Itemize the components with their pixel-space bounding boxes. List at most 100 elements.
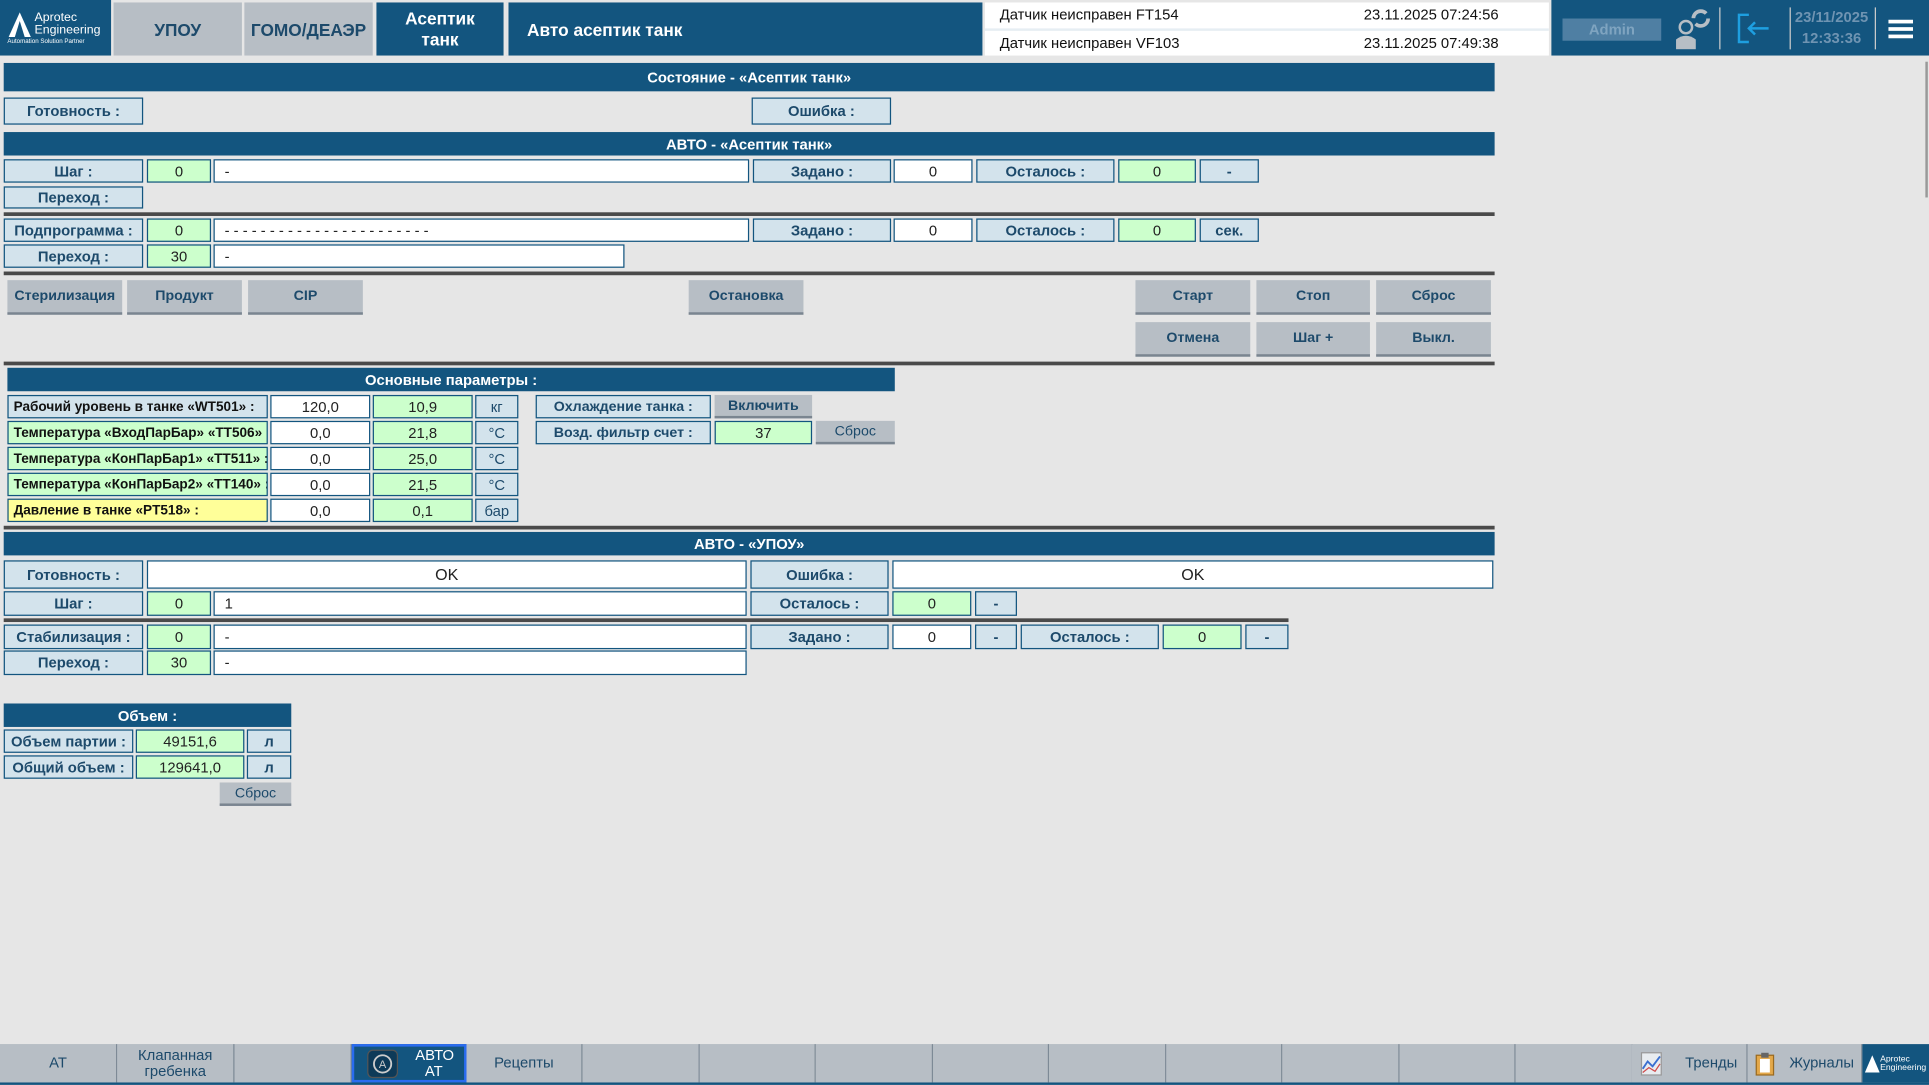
- param-actual: 10,9: [372, 394, 473, 419]
- divider: [3, 212, 1495, 216]
- nav-trends[interactable]: Тренды: [1631, 1044, 1748, 1083]
- total-volume-unit: л: [246, 755, 292, 779]
- nav-empty[interactable]: [582, 1044, 700, 1083]
- page-title: Авто асептик танк: [506, 2, 983, 56]
- trends-icon: [1641, 1051, 1663, 1075]
- step-plus-button[interactable]: Шаг +: [1256, 322, 1370, 357]
- upou-section-header: АВТО - «УПОУ»: [3, 531, 1495, 556]
- param-setpoint[interactable]: 0,0: [270, 446, 371, 471]
- nav-recipes[interactable]: Рецепты: [466, 1044, 583, 1083]
- alarm-panel[interactable]: Датчик неисправен FT154 23.11.2025 07:24:…: [984, 2, 1549, 56]
- remaining-unit: -: [1199, 159, 1259, 183]
- upou-error-label: Ошибка :: [750, 560, 889, 589]
- tab-upou[interactable]: УПОУ: [113, 2, 242, 56]
- datetime-display: 23/11/2025 12:33:36: [1792, 6, 1871, 50]
- volume-reset-button[interactable]: Сброс: [219, 782, 292, 806]
- alarm-time: 23.11.2025 07:49:38: [1363, 34, 1499, 52]
- scrollbar[interactable]: [1925, 61, 1928, 198]
- param-label: Рабочий уровень в танке «WT501» :: [7, 394, 268, 419]
- user-switch-icon[interactable]: [1670, 7, 1712, 50]
- sub-remaining-label: Осталось :: [976, 218, 1115, 242]
- reset-button[interactable]: Сброс: [1376, 280, 1491, 315]
- user-button[interactable]: Admin: [1562, 18, 1662, 41]
- nav-valve-manifold[interactable]: Клапанная гребенка: [117, 1044, 235, 1083]
- cancel-button[interactable]: Отмена: [1135, 322, 1251, 357]
- company-logo: Aprotec Engineering Automation Solution P…: [0, 0, 112, 56]
- cip-button[interactable]: CIP: [248, 280, 363, 315]
- total-volume-value: 129641,0: [135, 755, 245, 779]
- state-section-header: Состояние - «Асептик танк»: [3, 62, 1495, 92]
- stab-remaining-unit: -: [1245, 624, 1289, 650]
- auto-section-header: АВТО - «Асептик танк»: [3, 132, 1495, 156]
- nav-auto-at[interactable]: A АВТО АТ: [351, 1044, 467, 1083]
- nav-empty[interactable]: [932, 1044, 1050, 1083]
- nav-empty[interactable]: [699, 1044, 816, 1083]
- param-setpoint[interactable]: 0,0: [270, 472, 371, 497]
- logout-icon[interactable]: [1734, 12, 1773, 44]
- stabilization-description: -: [213, 624, 747, 650]
- logo-text: Aprotec: [1880, 1054, 1910, 1064]
- tab-gomo-deaer[interactable]: ГОМО/ДЕАЭР: [244, 2, 373, 56]
- alarm-row[interactable]: Датчик неисправен FT154 23.11.2025 07:24:…: [984, 2, 1549, 31]
- volume-section-header: Объем :: [3, 703, 292, 727]
- param-unit: кг: [475, 394, 519, 419]
- sub-transition-description: -: [213, 244, 625, 268]
- batch-volume-label: Объем партии :: [3, 729, 134, 753]
- nav-empty[interactable]: [1165, 1044, 1283, 1083]
- upou-error-value: OK: [892, 560, 1494, 589]
- stab-set-value: 0: [892, 624, 972, 650]
- menu-icon[interactable]: [1883, 15, 1918, 42]
- bottom-logo: Aprotec Engineering: [1862, 1044, 1929, 1083]
- nav-empty[interactable]: [1398, 1044, 1516, 1083]
- remaining-value: 0: [1118, 159, 1196, 183]
- ready-label: Готовность :: [3, 97, 144, 125]
- start-button[interactable]: Старт: [1135, 280, 1251, 315]
- param-unit: °C: [475, 472, 519, 497]
- air-filter-reset-button[interactable]: Сброс: [815, 420, 895, 445]
- param-unit: бар: [475, 498, 519, 523]
- alarm-text: Датчик неисправен FT154: [999, 6, 1179, 24]
- nav-empty[interactable]: [1282, 1044, 1399, 1083]
- air-filter-label: Возд. фильтр счет :: [535, 420, 711, 445]
- logo-tagline: Automation Solution Partner: [7, 37, 85, 46]
- divider: [3, 618, 1289, 623]
- param-label: Температура «ВходПарБар» «TT506» :: [7, 420, 268, 445]
- halt-button[interactable]: Остановка: [688, 280, 804, 315]
- cooling-label: Охлаждение танка :: [535, 394, 711, 419]
- param-actual: 0,1: [372, 498, 473, 523]
- upou-transition-label: Переход :: [3, 650, 144, 676]
- logo-text: Engineering: [1880, 1063, 1927, 1072]
- upou-remaining-label: Осталось :: [750, 591, 889, 616]
- journal-icon: [1755, 1052, 1774, 1075]
- param-setpoint[interactable]: 0,0: [270, 420, 371, 445]
- stab-set-unit: -: [975, 624, 1017, 650]
- logo-text: Aprotec: [34, 10, 78, 25]
- alarm-row[interactable]: Датчик неисправен VF103 23.11.2025 07:49:…: [985, 30, 1549, 55]
- alarm-time: 23.11.2025 07:24:56: [1363, 6, 1499, 24]
- upou-step-number: 0: [146, 591, 212, 616]
- sterilization-button[interactable]: Стерилизация: [7, 280, 123, 315]
- param-label: Давление в танке «PT518» :: [7, 498, 268, 523]
- nav-empty[interactable]: [815, 1044, 933, 1083]
- tab-aseptic-tank[interactable]: Асептик танк: [376, 2, 504, 56]
- cooling-enable-button[interactable]: Включить: [714, 394, 813, 419]
- off-button[interactable]: Выкл.: [1376, 322, 1491, 357]
- remaining-label: Осталось :: [976, 159, 1115, 183]
- sub-remaining-value: 0: [1118, 218, 1196, 242]
- param-setpoint[interactable]: 0,0: [270, 498, 371, 523]
- nav-empty[interactable]: [1515, 1044, 1633, 1083]
- stab-set-label: Задано :: [750, 624, 889, 650]
- product-button[interactable]: Продукт: [127, 280, 242, 315]
- nav-empty[interactable]: [1049, 1044, 1166, 1083]
- auto-mode-icon: A: [366, 1049, 398, 1078]
- air-filter-count: 37: [714, 420, 813, 445]
- upou-remaining-unit: -: [975, 591, 1017, 616]
- nav-journals[interactable]: Журналы: [1747, 1044, 1863, 1083]
- logo-triangle-icon: [8, 11, 31, 37]
- nav-empty[interactable]: [234, 1044, 352, 1083]
- stop-button[interactable]: Стоп: [1256, 280, 1370, 315]
- set-label: Задано :: [752, 159, 892, 183]
- nav-at[interactable]: АТ: [0, 1044, 118, 1083]
- logo-text: Engineering: [34, 22, 101, 37]
- param-setpoint[interactable]: 120,0: [270, 394, 371, 419]
